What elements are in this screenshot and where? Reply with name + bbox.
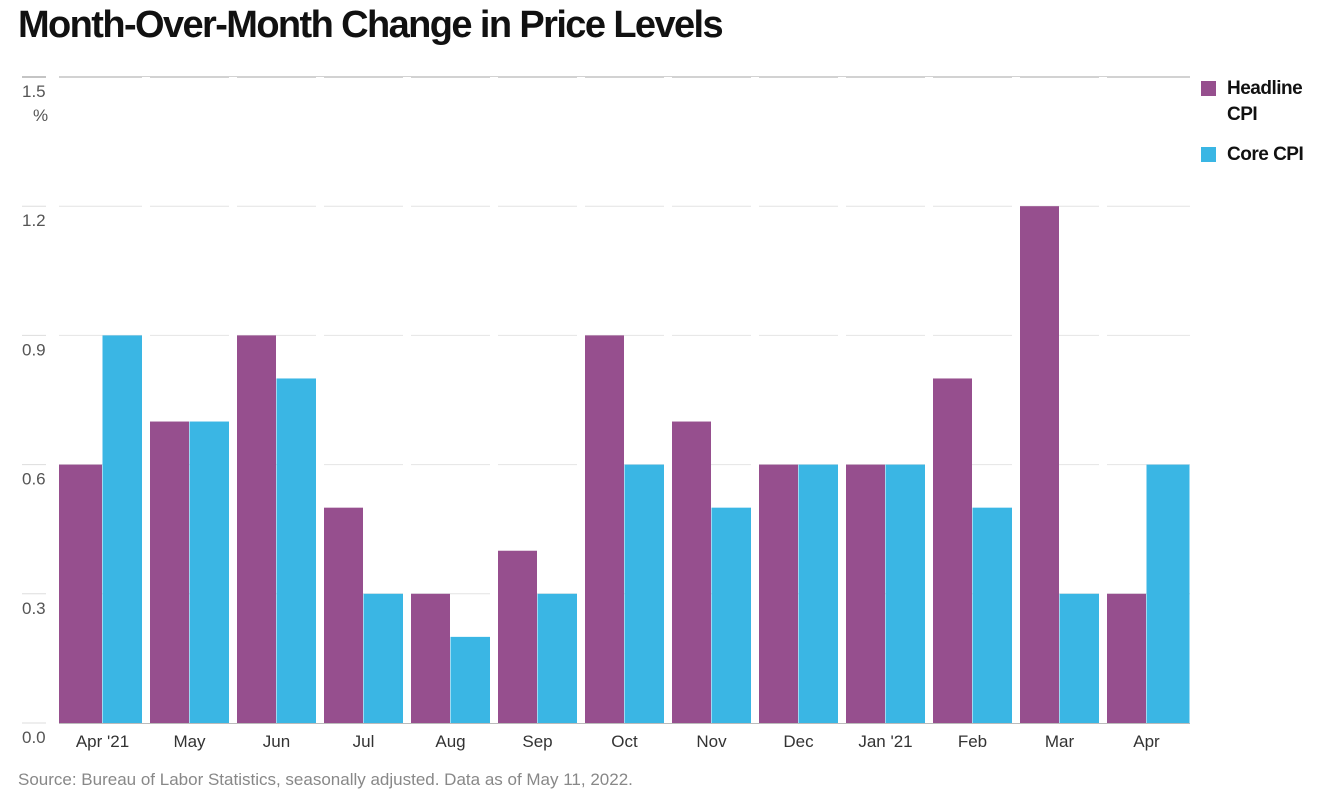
bar-core: [885, 464, 929, 723]
legend: Headline CPI Core CPI: [1201, 76, 1316, 182]
x-category-label: Jul: [353, 732, 375, 751]
y-unit-label: %: [33, 106, 48, 125]
bar-core: [1059, 593, 1103, 723]
y-tick-label: 1.5: [22, 82, 46, 101]
bar-headline: [581, 335, 624, 723]
bar-core: [972, 507, 1016, 723]
x-category-label: Apr '21: [76, 732, 129, 751]
x-category-label: Nov: [696, 732, 727, 751]
bar-headline: [1016, 206, 1059, 723]
legend-swatch-headline: [1201, 81, 1216, 96]
bar-headline: [146, 421, 189, 723]
x-category-label: Jun: [263, 732, 290, 751]
bar-core: [450, 636, 494, 723]
bar-core: [711, 507, 755, 723]
x-category-label: Jan '21: [858, 732, 912, 751]
bar-core: [624, 464, 668, 723]
bar-core: [189, 421, 233, 723]
y-tick-label: 0.3: [22, 599, 46, 618]
bar-headline: [407, 593, 450, 723]
bar-headline: [1103, 593, 1146, 723]
y-tick-label: 0.6: [22, 470, 46, 489]
x-category-label: Aug: [435, 732, 465, 751]
x-category-label: Apr: [1133, 732, 1160, 751]
legend-swatch-core: [1201, 147, 1216, 162]
bar-headline: [842, 464, 885, 723]
chart-title: Month-Over-Month Change in Price Levels: [18, 4, 724, 46]
y-tick-label: 0.9: [22, 340, 46, 359]
source-note: Source: Bureau of Labor Statistics, seas…: [18, 770, 633, 789]
bar-core: [537, 593, 581, 723]
bar-headline: [929, 378, 972, 723]
bars: [59, 77, 1190, 723]
bar-headline: [668, 421, 711, 723]
x-category-label: Oct: [611, 732, 638, 751]
x-category-label: Feb: [958, 732, 987, 751]
bar-headline: [233, 335, 276, 723]
y-tick-label: 0.0: [22, 728, 46, 747]
x-category-label: Mar: [1045, 732, 1075, 751]
bar-headline: [59, 464, 102, 723]
axes: 0.0 0.3 0.6 0.9 1.2 1.5% Apr '21 May Jun Jul Aug Se…: [22, 76, 1190, 751]
bar-headline: [494, 550, 537, 723]
bar-core: [102, 335, 146, 723]
y-tick-label: 1.2: [22, 211, 46, 230]
legend-item-core: Core CPI: [1201, 142, 1316, 168]
x-category-label: May: [173, 732, 206, 751]
bar-core: [276, 378, 320, 723]
legend-label-headline: Headline CPI: [1227, 78, 1303, 125]
bar-headline: [320, 507, 363, 723]
bar-headline: [755, 464, 798, 723]
x-category-label: Sep: [522, 732, 552, 751]
bar-core: [363, 593, 407, 723]
bar-core: [798, 464, 842, 723]
x-category-label: Dec: [783, 732, 814, 751]
legend-item-headline: Headline CPI: [1201, 76, 1316, 128]
bar-core: [1146, 464, 1190, 723]
legend-label-core: Core CPI: [1227, 144, 1304, 165]
